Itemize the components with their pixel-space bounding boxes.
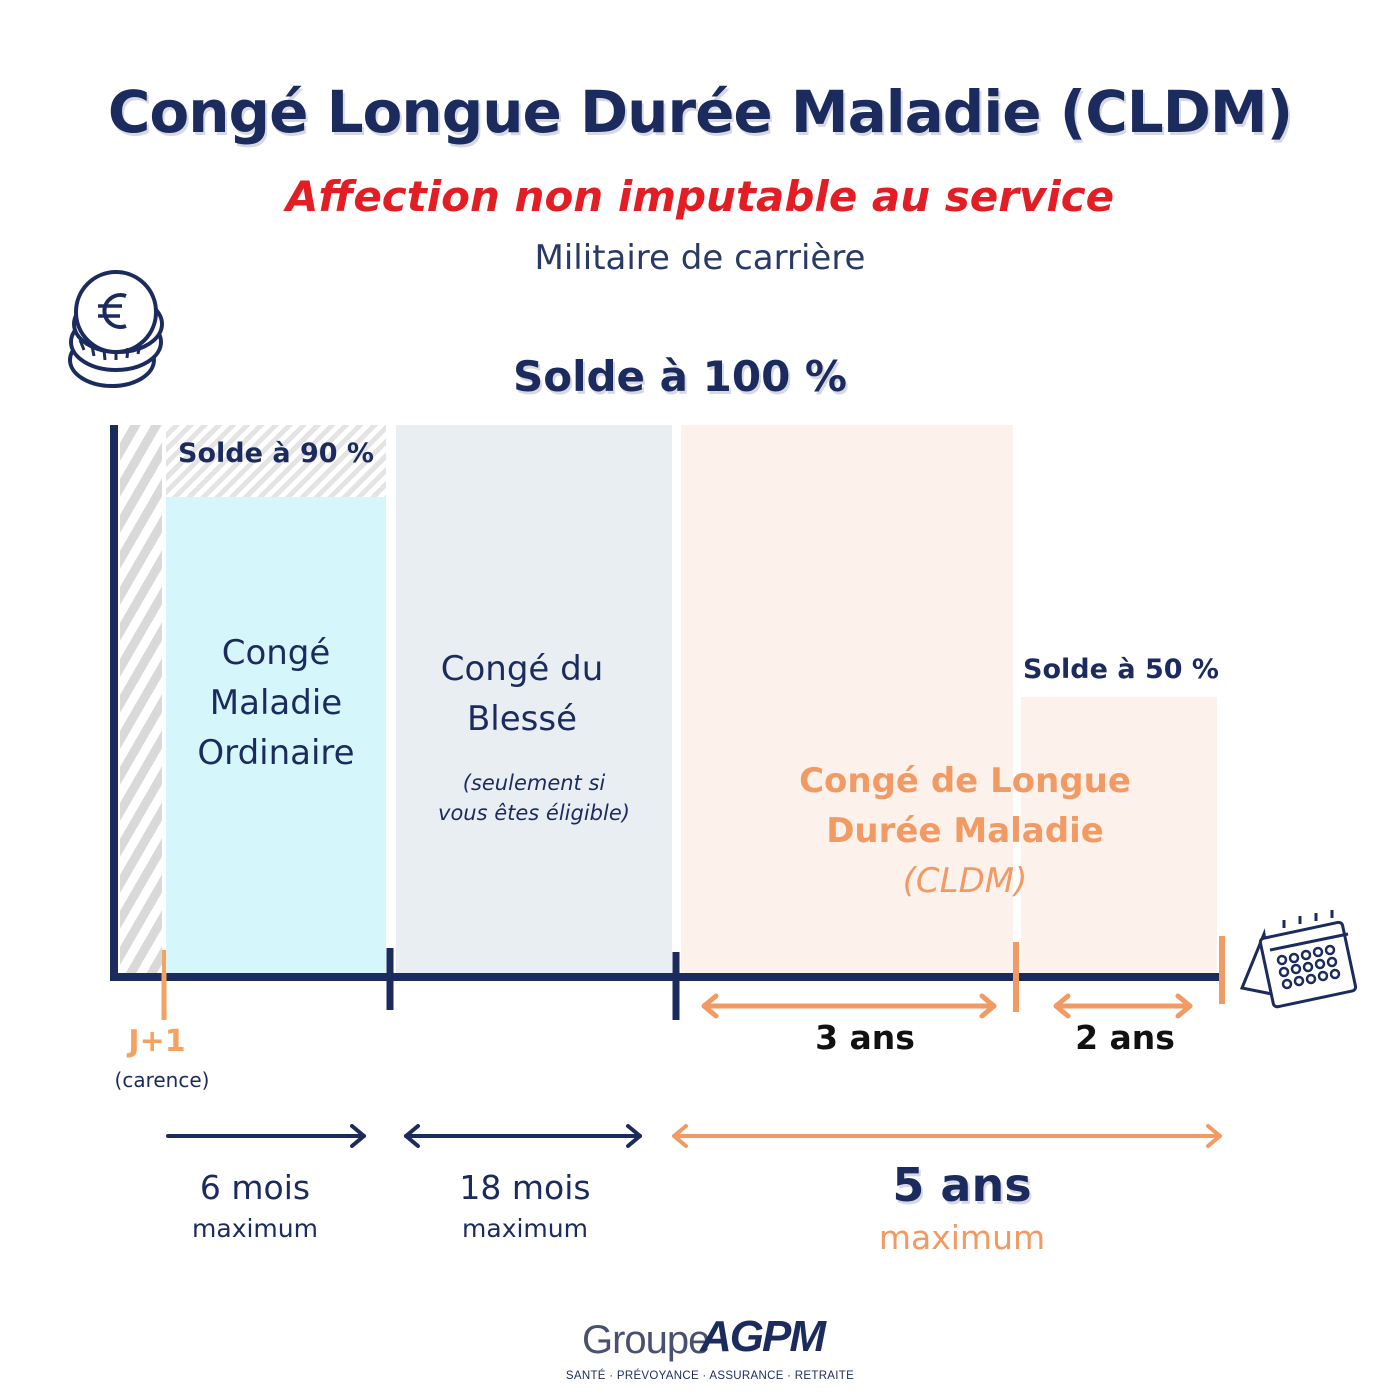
cmo-duration-note: maximum: [192, 1214, 318, 1243]
cb-duration: 18 mois: [459, 1168, 591, 1207]
agpm-logo: Groupe AGPM SANTÉ · PRÉVOYANCE · ASSURAN…: [560, 1308, 860, 1388]
cldm-duration: 5 ans: [892, 1158, 1032, 1212]
logo-brand-text: AGPM: [700, 1312, 826, 1361]
cldm-duration-note: maximum: [878, 1218, 1046, 1257]
start-label: J+1: [128, 1024, 186, 1059]
start-note: (carence): [114, 1068, 210, 1092]
page-subtitle: Affection non imputable au service: [285, 172, 1115, 221]
arrow-6mois: [166, 1124, 366, 1148]
cmo-name: Congé Maladie Ordinaire: [197, 633, 355, 773]
page-title: Congé Longue Durée Maladie (CLDM): [107, 78, 1293, 146]
solde-50-label: Solde à 50 %: [1023, 654, 1219, 685]
arrow-3ans: [701, 993, 997, 1019]
euro-coins-icon: [68, 270, 164, 388]
cmo-duration: 6 mois: [199, 1168, 311, 1207]
cmo-block: [166, 497, 386, 973]
cldm-name: Congé de Longue Durée Maladie: [799, 761, 1131, 851]
logo-groupe-text: Groupe: [582, 1318, 710, 1362]
phase-3ans-label: 3 ans: [815, 1018, 915, 1057]
arrow-5ans: [672, 1124, 1222, 1148]
cmo-reduced-zone: [166, 425, 386, 497]
calendar-icon: [1239, 910, 1358, 1009]
cb-duration-note: maximum: [462, 1214, 588, 1243]
audience-label: Militaire de carrière: [534, 238, 866, 278]
cldm-block: [681, 425, 1013, 973]
cldm-abbr: (CLDM): [902, 861, 1028, 901]
phase-2ans-label: 2 ans: [1075, 1018, 1175, 1057]
carence-hatch: [120, 425, 162, 973]
cldm-half-block: [1021, 697, 1217, 973]
arrow-18mois: [404, 1124, 642, 1148]
solde-100-label: Solde à 100 %: [512, 352, 847, 401]
arrow-2ans: [1053, 993, 1193, 1019]
cb-eligibility-note: (seulement si vous êtes éligible): [438, 771, 630, 825]
solde-90-label: Solde à 90 %: [178, 438, 374, 469]
cb-name: Congé du Blessé: [440, 649, 604, 739]
logo-tagline: SANTÉ · PRÉVOYANCE · ASSURANCE · RETRAIT…: [565, 1370, 855, 1382]
cb-block: [396, 425, 672, 973]
